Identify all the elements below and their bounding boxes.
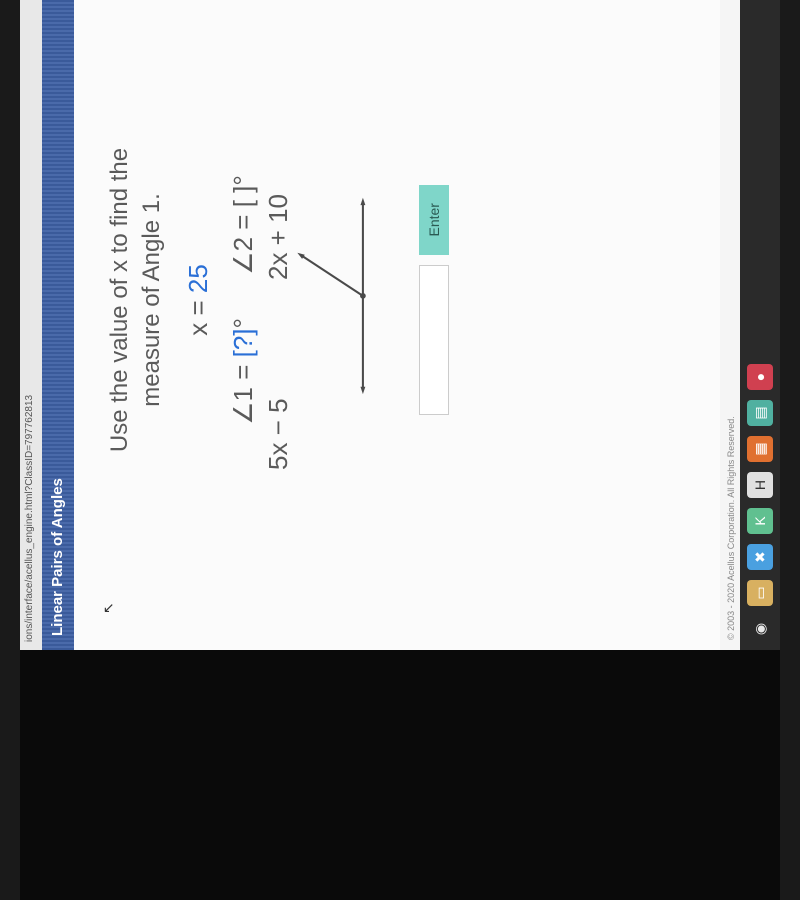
angle2-degree: ° [228, 175, 258, 185]
app5-icon[interactable]: ▤ [747, 400, 773, 426]
x-equals-label: x = [183, 293, 213, 336]
files-icon[interactable]: ▭ [747, 580, 773, 606]
angle2-prefix: ∠2 = [228, 207, 258, 274]
app6-icon[interactable]: ● [747, 364, 773, 390]
angles-equation-row: ∠1 = [?]° ∠2 = [ ]° [228, 0, 259, 610]
angle2-expression: 2x + 10 [263, 194, 294, 280]
laptop-keyboard-area [20, 650, 780, 900]
chrome-icon[interactable]: ◉ [747, 616, 773, 642]
app2-icon[interactable]: K [747, 508, 773, 534]
angle1-unknown-box: [?] [228, 328, 258, 357]
enter-button[interactable]: Enter [419, 185, 449, 255]
rotated-photo-frame: ions/interface/acellus_engine.html?Class… [100, 0, 700, 700]
x-value-line: x = 25 [183, 0, 214, 610]
laptop-screen: ions/interface/acellus_engine.html?Class… [20, 0, 780, 650]
answer-input[interactable] [419, 265, 449, 415]
lesson-content: ↖ Use the value of x to find the measure… [74, 0, 720, 650]
app1-icon[interactable]: ✖ [747, 544, 773, 570]
prompt-line-2: measure of Angle 1. [138, 193, 165, 406]
angle1-expression: 5x − 5 [263, 398, 294, 470]
browser-url-bar[interactable]: ions/interface/acellus_engine.html?Class… [20, 0, 42, 650]
answer-area: Enter [419, 0, 449, 610]
lesson-header: Linear Pairs of Angles [42, 0, 74, 650]
prompt-line-1: Use the value of x to find the [106, 148, 133, 452]
mouse-cursor-icon: ↖ [100, 602, 117, 614]
question-prompt: Use the value of x to find the measure o… [104, 0, 169, 610]
app4-icon[interactable]: ▦ [747, 436, 773, 462]
angle2-unknown-box: [ ] [228, 186, 258, 208]
os-taskbar[interactable]: ◉ ▭ ✖ KH ▦ ▤ ● [740, 0, 780, 650]
angle1-degree: ° [228, 318, 258, 328]
x-value: 25 [183, 264, 213, 293]
diagram-svg [295, 40, 385, 560]
expressions-row: 5x − 5 2x + 10 [263, 0, 295, 610]
linear-pair-diagram [295, 40, 385, 560]
copyright-text: © 2003 - 2020 Acellus Corporation. All R… [726, 416, 736, 640]
angle1-prefix: ∠1 = [228, 357, 258, 424]
app3-icon[interactable]: H [747, 472, 773, 498]
